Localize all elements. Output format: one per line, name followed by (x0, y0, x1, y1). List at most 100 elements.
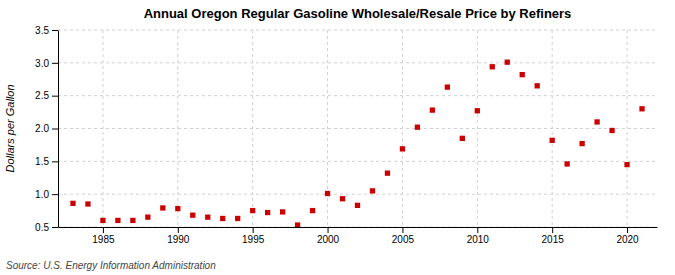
point (280, 209, 285, 214)
x-tick: 2010 (467, 227, 490, 245)
x-tick-label: 1995 (242, 234, 265, 245)
x-tick-label: 2005 (392, 234, 415, 245)
point (85, 201, 90, 206)
grid-line-y (58, 194, 657, 195)
point (565, 161, 570, 166)
grid-line-y (58, 227, 657, 228)
x-tick-label: 2010 (467, 234, 490, 245)
y-tick-label: 1.0 (35, 189, 49, 200)
grid-line-y (58, 62, 657, 63)
grid-line-x (477, 30, 478, 227)
y-axis: 0.5 1.0 1.5 2.0 2.5 3.0 3.5 (35, 25, 58, 233)
point (430, 107, 435, 112)
y-tick-label: 3.5 (35, 25, 49, 36)
point (145, 215, 150, 220)
x-tick-mark (552, 227, 553, 233)
x-tick: 1995 (242, 227, 265, 245)
y-tick-label: 2.0 (35, 123, 49, 134)
point (579, 141, 584, 146)
point (295, 222, 300, 227)
y-tick-mark (52, 96, 58, 97)
y-tick-mark (52, 30, 58, 31)
point (400, 146, 405, 151)
y-axis-title: Dollars per Gallon (4, 84, 16, 172)
y-tick: 2.0 (35, 123, 58, 134)
point (520, 72, 525, 77)
y-tick: 1.5 (35, 156, 58, 167)
y-tick-label: 2.5 (35, 90, 49, 101)
y-tick: 1.0 (35, 189, 58, 200)
y-tick-mark (52, 129, 58, 130)
x-tick-mark (627, 227, 628, 233)
point (100, 218, 105, 223)
point (550, 138, 555, 143)
x-tick-label: 1985 (92, 234, 115, 245)
point (175, 206, 180, 211)
x-tick-label: 2000 (317, 234, 340, 245)
x-tick-mark (328, 227, 329, 233)
x-tick-label: 2020 (616, 234, 639, 245)
grid-line-x (327, 30, 328, 227)
x-tick-mark (178, 227, 179, 233)
x-axis: 1985 1990 1995 2000 2005 2010 2015 2020 (59, 227, 658, 245)
point (70, 201, 75, 206)
point (340, 196, 345, 201)
point (250, 208, 255, 213)
point (235, 216, 240, 221)
y-tick-label: 3.0 (35, 58, 49, 69)
x-tick: 2000 (317, 227, 340, 245)
y-tick: 0.5 (35, 222, 58, 233)
y-tick-mark (52, 227, 58, 228)
annotation: Source: U.S. Energy Information Administ… (6, 260, 216, 271)
point (310, 208, 315, 213)
y-tick-mark (52, 194, 58, 195)
y-tick: 3.5 (35, 25, 58, 36)
point (594, 119, 599, 124)
chart: 1985 1990 1995 2000 2005 2010 2015 2020 0.5 1.0 1.… (0, 0, 675, 275)
point (115, 218, 120, 223)
point (370, 188, 375, 193)
point (220, 216, 225, 221)
y-tick-label: 1.5 (35, 156, 49, 167)
y-tick-label: 0.5 (35, 222, 49, 233)
point (355, 203, 360, 208)
title: Annual Oregon Regular Gasoline Wholesale… (144, 6, 572, 21)
y-tick-mark (52, 63, 58, 64)
x-tick: 2005 (392, 227, 415, 245)
point (205, 215, 210, 220)
grid-line-y (58, 128, 657, 129)
x-tick: 1985 (92, 227, 115, 245)
marks (70, 60, 644, 227)
point (265, 210, 270, 215)
x-tick-mark (253, 227, 254, 233)
grid-line-y (58, 30, 657, 31)
point (535, 83, 540, 88)
x-tick-mark (402, 227, 403, 233)
plot-area: 1985 1990 1995 2000 2005 2010 2015 2020 0.5 1.0 1.… (35, 25, 657, 245)
point (475, 108, 480, 113)
x-tick-mark (103, 227, 104, 233)
y-axis-line (58, 31, 59, 228)
x-tick-label: 2015 (542, 234, 565, 245)
point (130, 218, 135, 223)
grid (58, 30, 657, 227)
y-tick: 2.5 (35, 90, 58, 101)
point (624, 162, 629, 167)
point (505, 60, 510, 65)
point (190, 213, 195, 218)
point (460, 136, 465, 141)
point (609, 128, 614, 133)
point (385, 171, 390, 176)
point (415, 125, 420, 130)
grid-line-x (627, 30, 628, 227)
point (445, 84, 450, 89)
x-tick: 2015 (542, 227, 565, 245)
point (490, 64, 495, 69)
point (160, 205, 165, 210)
point (639, 106, 644, 111)
x-tick-label: 1990 (167, 234, 190, 245)
y-tick-mark (52, 161, 58, 162)
x-axis-line (59, 227, 658, 228)
x-tick: 1990 (167, 227, 190, 245)
grid-line-y (58, 95, 657, 96)
